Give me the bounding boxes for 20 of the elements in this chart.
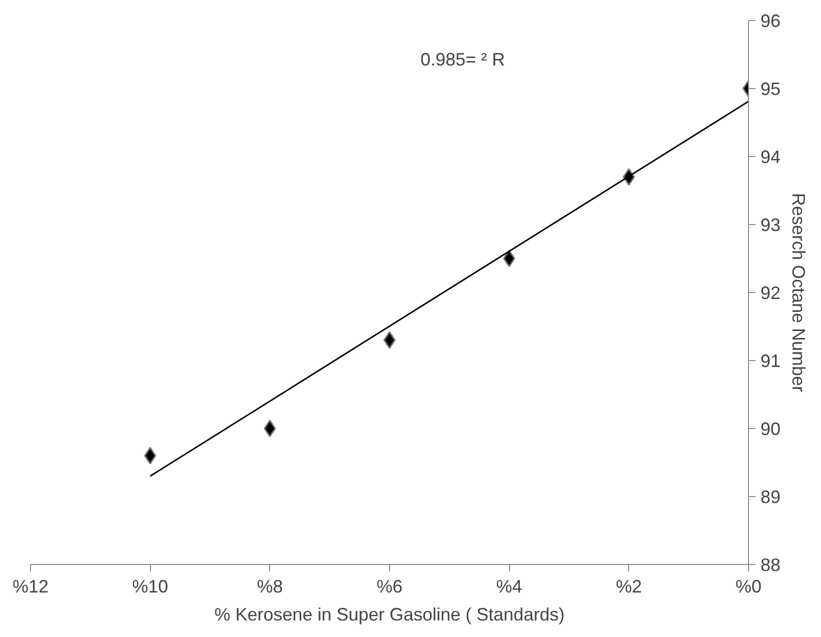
x-tick-label: %4	[496, 576, 522, 596]
y-tick-label: 90	[760, 419, 781, 439]
y-tick-label: 93	[760, 215, 781, 235]
x-tick-label: %0	[735, 576, 762, 596]
point	[383, 331, 396, 349]
x-tick-label: %6	[376, 576, 403, 596]
y-tick-label: 88	[760, 555, 781, 575]
y-axis-title: Reserch Octane Number	[788, 192, 809, 392]
y-tick-label: 95	[760, 79, 781, 99]
x-tick-label: %8	[256, 576, 283, 596]
y-tick-label: 89	[760, 487, 781, 507]
annotation: 0.985= ² R	[420, 50, 506, 70]
y-tick-label: 92	[760, 283, 781, 303]
y-tick-label: 94	[760, 147, 781, 167]
x-tick-label: %12	[12, 576, 49, 596]
y-tick-label: 96	[760, 11, 781, 31]
x-tick-label: %2	[616, 576, 642, 596]
x-axis-title: % Kerosene in Super Gasoline ( Standards)	[214, 604, 565, 624]
y-tick-label: 91	[760, 351, 781, 371]
x-tick-label: %10	[132, 576, 168, 596]
